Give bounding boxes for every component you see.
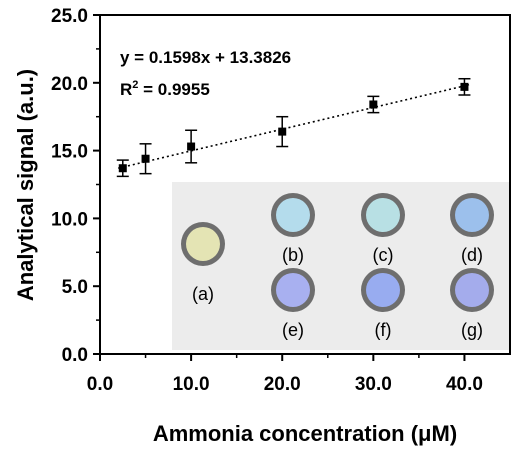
y-tick-label-3: 15.0 — [51, 142, 88, 163]
data-point-3 — [278, 127, 287, 136]
y-axis: 0.0 5.0 10.0 15.0 20.0 25.0 — [51, 6, 100, 366]
error-bars — [116, 77, 471, 178]
inset-photos: (a) (b) (c) (d) (e) (f) (g) — [181, 193, 494, 340]
x-axis-title: Ammonia concentration (μM) — [153, 421, 457, 446]
photo-label-3: (c) — [373, 245, 394, 265]
y-tick-label-5: 25.0 — [51, 6, 88, 27]
regression-equation: y = 0.1598x + 13.3826 — [120, 48, 291, 67]
x-tick-label-0: 0.0 — [87, 374, 113, 395]
data-point-4 — [369, 100, 378, 109]
photo-spot-6 — [366, 273, 400, 307]
photo-spot-1 — [186, 227, 220, 261]
fit-line-group — [118, 83, 470, 169]
x-axis: 0.0 10.0 20.0 30.0 40.0 — [87, 354, 483, 395]
y-axis-title: Analytical signal (a.u.) — [13, 69, 38, 301]
fit-line — [118, 83, 470, 169]
r-squared: R2 = 0.9955 — [120, 79, 210, 99]
photo-spot-4 — [455, 198, 489, 232]
photo-label-4: (d) — [461, 245, 483, 265]
photo-spot-3 — [366, 198, 400, 232]
photo-label-1: (a) — [192, 284, 214, 304]
y-tick-label-1: 5.0 — [62, 277, 88, 298]
x-tick-label-3: 30.0 — [355, 374, 392, 395]
data-points — [118, 82, 469, 173]
photo-spot-2 — [276, 198, 310, 232]
photo-spot-7 — [455, 273, 489, 307]
photo-label-7: (g) — [461, 320, 483, 340]
data-point-1 — [141, 154, 150, 163]
photo-spot-5 — [276, 273, 310, 307]
photo-label-6: (f) — [375, 320, 392, 340]
data-point-0 — [118, 164, 127, 173]
x-tick-label-1: 10.0 — [173, 374, 210, 395]
photo-label-2: (b) — [282, 245, 304, 265]
data-point-5 — [460, 82, 469, 91]
x-tick-label-4: 40.0 — [446, 374, 483, 395]
data-point-2 — [187, 142, 196, 151]
x-tick-label-2: 20.0 — [264, 374, 301, 395]
y-tick-label-2: 10.0 — [51, 209, 88, 230]
y-tick-label-0: 0.0 — [62, 345, 88, 366]
photo-label-5: (e) — [282, 320, 304, 340]
y-tick-label-4: 20.0 — [51, 74, 88, 95]
